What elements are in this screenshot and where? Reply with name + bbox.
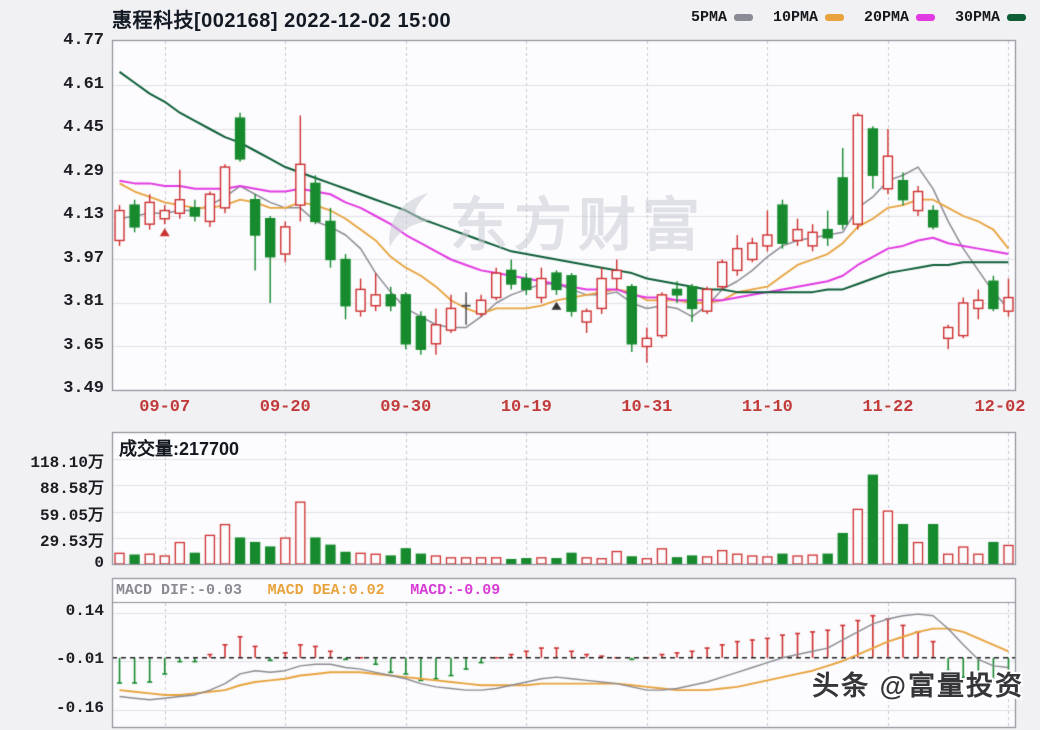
- ma-legend: 5PMA 10PMA 20PMA 30PMA: [691, 9, 1026, 26]
- legend-item-10pma: 10PMA: [773, 9, 844, 26]
- macd-header: MACD DIF:-0.03 MACD DEA:0.02 MACD:-0.09: [116, 581, 516, 599]
- volume-header: 成交量:217700: [119, 439, 240, 459]
- ma10-color-swatch: [824, 14, 844, 21]
- author-stamp: 头条 @富量投资: [812, 671, 1024, 701]
- macd-dif-value: MACD DIF:-0.03: [116, 582, 243, 599]
- macd-dea-value: MACD DEA:0.02: [267, 582, 385, 599]
- legend-label-20pma: 20PMA: [863, 9, 909, 26]
- legend-item-30pma: 30PMA: [955, 9, 1026, 26]
- legend-label-30pma: 30PMA: [954, 9, 1000, 26]
- page-title: 惠程科技[002168] 2022-12-02 15:00: [112, 10, 452, 32]
- legend-label-5pma: 5PMA: [690, 9, 727, 26]
- legend-label-10pma: 10PMA: [772, 9, 818, 26]
- macd-value: MACD:-0.09: [410, 582, 501, 599]
- ma20-color-swatch: [915, 14, 935, 21]
- ma5-color-swatch: [733, 14, 753, 21]
- legend-item-5pma: 5PMA: [691, 9, 753, 26]
- legend-item-20pma: 20PMA: [864, 9, 935, 26]
- ma30-color-swatch: [1007, 14, 1026, 21]
